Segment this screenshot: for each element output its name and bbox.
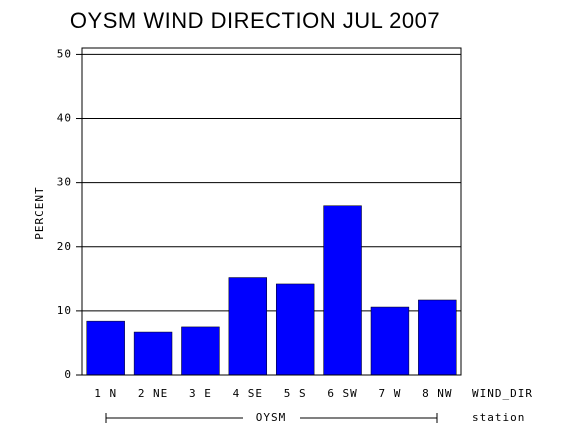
x-tick-label: 1 N <box>94 387 117 400</box>
bar <box>86 320 125 376</box>
x-axis-label: WIND_DIR <box>472 387 533 400</box>
y-tick-label: 20 <box>57 240 72 253</box>
y-tick-label: 50 <box>57 47 72 60</box>
y-tick-label: 10 <box>57 304 72 317</box>
chart-title: OYSM WIND DIRECTION JUL 2007 <box>70 8 440 33</box>
x-tick-label: 2 NE <box>138 387 169 400</box>
bar <box>323 205 362 376</box>
x-tick-label: 8 NW <box>422 387 453 400</box>
bar <box>418 299 457 376</box>
y-tick-label: 40 <box>57 112 72 125</box>
x-tick-label: 6 SW <box>327 387 358 400</box>
y-axis-label: PERCENT <box>33 186 46 239</box>
group-axis-label: station <box>472 411 525 424</box>
y-tick-label: 30 <box>57 176 72 189</box>
x-tick-label: 4 SE <box>233 387 264 400</box>
x-tick-label: 3 E <box>189 387 212 400</box>
x-tick-label: 5 S <box>284 387 307 400</box>
y-tick-label: 0 <box>64 368 72 381</box>
plot-frame <box>81 47 462 376</box>
bar <box>275 283 315 376</box>
x-tick-label: 7 W <box>379 387 402 400</box>
bar <box>133 331 173 376</box>
bar <box>181 326 220 376</box>
group-label: OYSM <box>256 411 287 424</box>
bar <box>228 277 268 376</box>
bar <box>370 306 410 376</box>
